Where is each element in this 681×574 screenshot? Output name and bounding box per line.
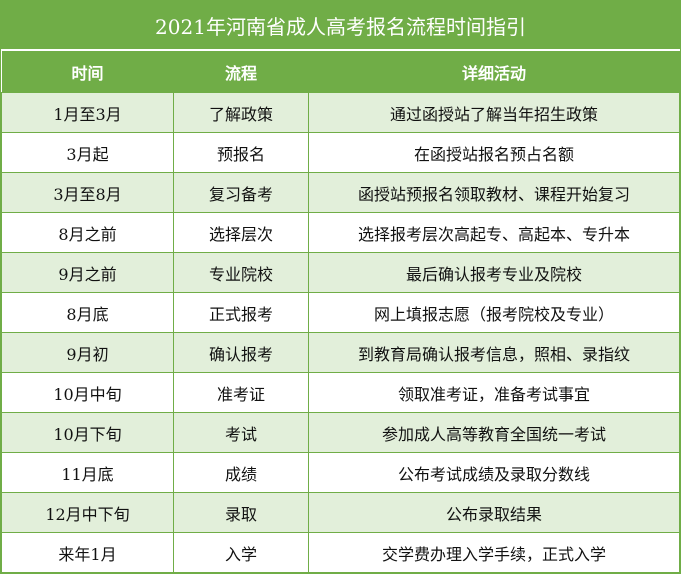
table-row: 3月起 预报名 在函授站报名预占名额	[1, 132, 680, 173]
time-cell: 1月至3月	[1, 92, 174, 133]
details-cell: 公布考试成绩及录取分数线	[308, 452, 680, 493]
details-cell: 网上填报志愿（报考院校及专业）	[308, 292, 680, 333]
time-cell: 来年1月	[1, 532, 174, 573]
process-cell: 确认报考	[173, 332, 309, 373]
details-cell: 最后确认报考专业及院校	[308, 252, 680, 293]
table-row: 10月下旬 考试 参加成人高等教育全国统一考试	[1, 412, 680, 453]
table-title: 2021年河南省成人高考报名流程时间指引	[1, 1, 680, 51]
process-cell: 预报名	[173, 132, 309, 173]
time-cell: 8月之前	[1, 212, 174, 253]
process-cell: 准考证	[173, 372, 309, 413]
table-row: 9月之前 专业院校 最后确认报考专业及院校	[1, 252, 680, 293]
details-cell: 在函授站报名预占名额	[308, 132, 680, 173]
column-header-process: 流程	[173, 51, 309, 93]
time-cell: 11月底	[1, 452, 174, 493]
table-row: 11月底 成绩 公布考试成绩及录取分数线	[1, 452, 680, 493]
process-cell: 了解政策	[173, 92, 309, 133]
table-row: 10月中旬 准考证 领取准考证，准备考试事宜	[1, 372, 680, 413]
details-cell: 领取准考证，准备考试事宜	[308, 372, 680, 413]
table-row: 1月至3月 了解政策 通过函授站了解当年招生政策	[1, 92, 680, 133]
process-cell: 入学	[173, 532, 309, 573]
table-row: 来年1月 入学 交学费办理入学手续，正式入学	[1, 532, 680, 573]
details-cell: 公布录取结果	[308, 492, 680, 533]
details-cell: 参加成人高等教育全国统一考试	[308, 412, 680, 453]
time-cell: 8月底	[1, 292, 174, 333]
time-cell: 9月之前	[1, 252, 174, 293]
table-row: 3月至8月 复习备考 函授站预报名领取教材、课程开始复习	[1, 172, 680, 213]
table-row: 9月初 确认报考 到教育局确认报考信息，照相、录指纹	[1, 332, 680, 373]
table-row: 8月之前 选择层次 选择报考层次高起专、高起本、专升本	[1, 212, 680, 253]
time-cell: 3月至8月	[1, 172, 174, 213]
column-header-details: 详细活动	[308, 51, 680, 93]
time-cell: 10月中旬	[1, 372, 174, 413]
schedule-table: 时间 流程 详细活动 1月至3月 了解政策 通过函授站了解当年招生政策 3月起 预报名在…	[1, 51, 680, 573]
process-cell: 专业院校	[173, 252, 309, 293]
process-cell: 考试	[173, 412, 309, 453]
details-cell: 选择报考层次高起专、高起本、专升本	[308, 212, 680, 253]
table-row: 12月中下旬 录取 公布录取结果	[1, 492, 680, 533]
details-cell: 通过函授站了解当年招生政策	[308, 92, 680, 133]
details-cell: 到教育局确认报考信息，照相、录指纹	[308, 332, 680, 373]
details-cell: 函授站预报名领取教材、课程开始复习	[308, 172, 680, 213]
column-header-time: 时间	[1, 51, 174, 93]
header-row: 时间 流程 详细活动	[1, 51, 680, 93]
process-cell: 正式报考	[173, 292, 309, 333]
process-cell: 成绩	[173, 452, 309, 493]
time-cell: 10月下旬	[1, 412, 174, 453]
process-cell: 选择层次	[173, 212, 309, 253]
process-cell: 录取	[173, 492, 309, 533]
time-cell: 3月起	[1, 132, 174, 173]
time-cell: 9月初	[1, 332, 174, 373]
time-cell: 12月中下旬	[1, 492, 174, 533]
process-cell: 复习备考	[173, 172, 309, 213]
details-cell: 交学费办理入学手续，正式入学	[308, 532, 680, 573]
table-row: 8月底 正式报考 网上填报志愿（报考院校及专业）	[1, 292, 680, 333]
